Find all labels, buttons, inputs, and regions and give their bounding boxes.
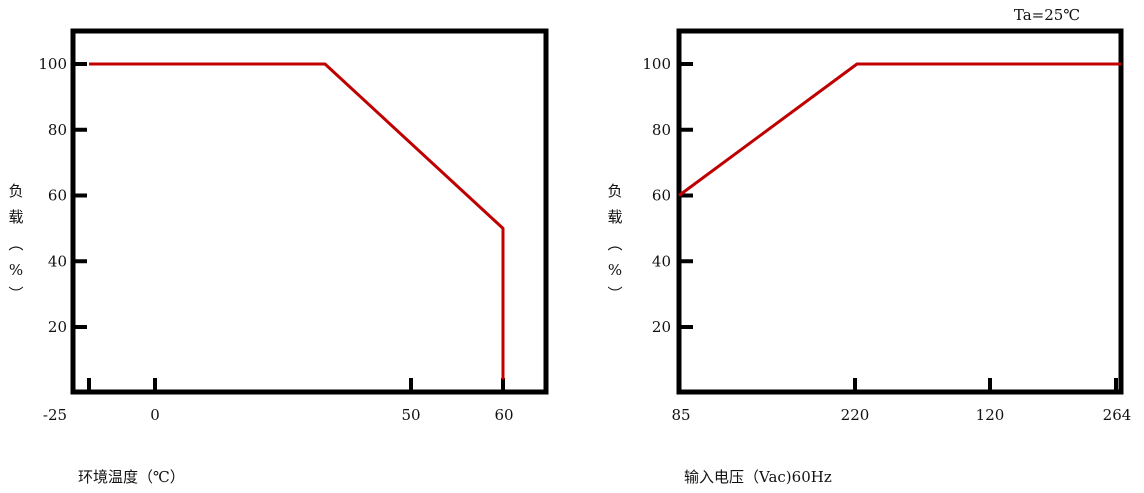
y-tick-label: 100: [38, 55, 67, 73]
x-tick-label: 50: [401, 406, 420, 424]
y-tick-label: 20: [652, 318, 671, 336]
plot-frame: [70, 28, 549, 395]
y-tick-label: 100: [642, 55, 671, 73]
y-tick-label: 40: [652, 252, 671, 270]
chart-1: 20 40 60 80 100 -25 0 50 60 环境温度（℃） 负载 ︵% ︶: [8, 28, 549, 486]
chart-2: 20 40 60 80 100 85 220 120 264 输入电压（Vac)60Hz 负载 ︵% ︶…: [607, 6, 1131, 486]
x-axis-label: 输入电压（Vac)60Hz: [684, 468, 832, 486]
x-tick-label: 120: [976, 406, 1005, 424]
y-axis-label-char: 载: [8, 208, 23, 226]
y-axis-label-char: %: [9, 261, 23, 279]
x-tick-label: 0: [150, 406, 160, 424]
y-axis-label: 负载 ︵% ︶: [607, 182, 622, 303]
y-tick-label: 20: [48, 318, 67, 336]
plot-frame: [676, 28, 1124, 395]
x-tick-label: -25: [43, 406, 67, 424]
y-axis-label-char: 载: [607, 208, 622, 226]
x-tick-label: 220: [841, 406, 870, 424]
x-axis-label: 环境温度（℃）: [78, 468, 185, 486]
condition-note: Ta=25℃: [1014, 6, 1080, 24]
x-tick-label: 85: [671, 406, 690, 424]
y-axis-label: 负载 ︵% ︶: [8, 182, 23, 303]
y-axis-label-char: 负: [8, 182, 23, 200]
y-axis-label-char: ︵: [8, 235, 23, 253]
x-tick-label: 60: [494, 406, 513, 424]
x-tick-label: 264: [1103, 406, 1132, 424]
y-axis-label-char: ︵: [607, 235, 622, 253]
y-axis-label-char: ︶: [607, 285, 622, 303]
y-tick-label: 80: [48, 121, 67, 139]
y-axis-label-char: ︶: [8, 285, 23, 303]
y-tick-label: 80: [652, 121, 671, 139]
y-axis-label-char: %: [608, 261, 622, 279]
series-line: [678, 62, 1121, 197]
y-axis-label-char: 负: [607, 182, 622, 200]
y-tick-label: 60: [652, 187, 671, 205]
series-line: [89, 62, 505, 380]
y-tick-label: 40: [48, 252, 67, 270]
y-tick-label: 60: [48, 187, 67, 205]
